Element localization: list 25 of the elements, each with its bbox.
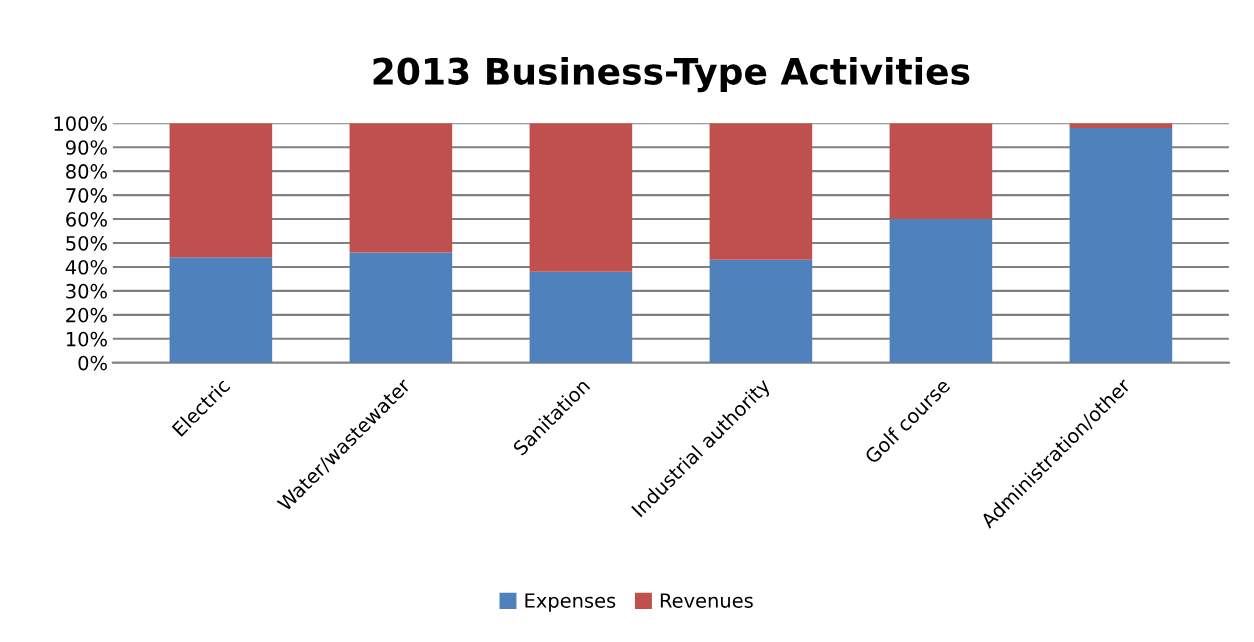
bar: [529, 271, 633, 363]
bar: [709, 259, 813, 363]
y-tick-label: 30%: [66, 283, 107, 299]
bar: [349, 123, 453, 253]
y-tick-label: 70%: [66, 188, 107, 203]
y-tick-label: 80%: [66, 164, 107, 179]
chart-title: 2013 Business-Type Activities: [373, 56, 970, 93]
bar: [889, 123, 993, 220]
bar: [1069, 128, 1173, 363]
bar: [889, 219, 993, 363]
y-tick-label: 0%: [78, 355, 107, 371]
bar: [529, 123, 633, 272]
y-tick-label: 20%: [66, 307, 107, 323]
y-tick-label: 50%: [66, 235, 107, 251]
y-tick-label: 10%: [66, 331, 107, 347]
legend-label: Revenues: [660, 593, 753, 608]
y-tick-label: 100%: [54, 116, 107, 131]
y-tick-label: 60%: [66, 212, 107, 227]
legend-label: Expenses: [525, 593, 616, 612]
bar: [349, 252, 453, 363]
y-tick-label: 40%: [65, 259, 107, 275]
bar: [169, 123, 273, 258]
bar: [169, 257, 273, 363]
y-tick-label: 90%: [66, 140, 107, 155]
bar: [709, 123, 813, 260]
